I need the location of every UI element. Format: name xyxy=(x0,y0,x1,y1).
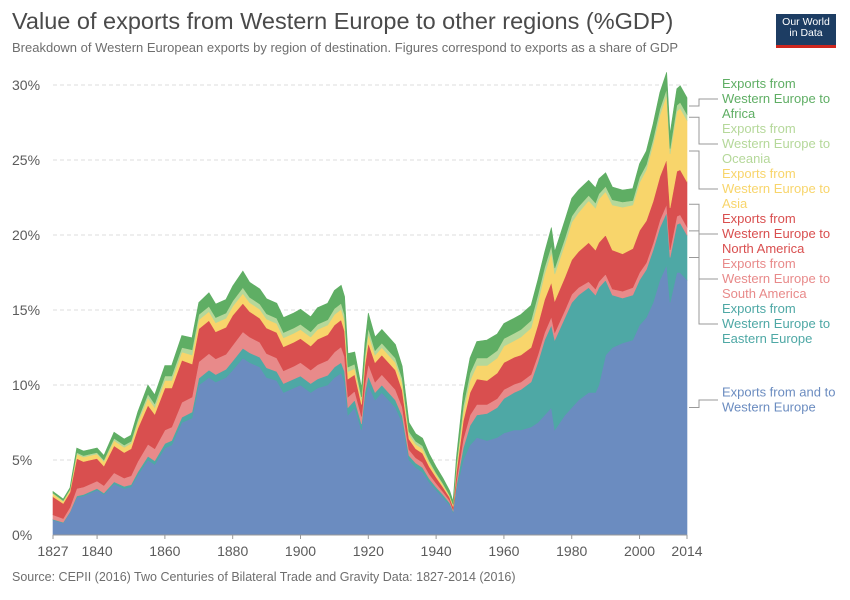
y-tick-1: 5% xyxy=(12,452,32,468)
owid-logo[interactable]: Our World in Data xyxy=(776,14,836,48)
legend-connector-6 xyxy=(689,98,718,107)
legend-connector-2 xyxy=(689,230,718,280)
legend-label-5: Exports from Western Europe to Oceania xyxy=(722,121,830,166)
y-tick-3: 15% xyxy=(12,302,40,318)
y-tick-4: 20% xyxy=(12,227,40,243)
x-tick-2: 1860 xyxy=(149,543,180,559)
x-tick-7: 1960 xyxy=(488,543,519,559)
legend-label-6: Exports from Western Europe to Africa xyxy=(722,76,830,121)
legend-label-3: Exports from Western Europe to North Ameri… xyxy=(722,211,830,256)
x-tick-5: 1920 xyxy=(353,543,384,559)
series-areas xyxy=(52,72,688,536)
y-tick-5: 25% xyxy=(12,152,40,168)
x-tick-0: 1827 xyxy=(37,543,68,559)
source-note: Source: CEPII (2016) Two Centuries of Bi… xyxy=(12,570,516,584)
x-tick-1: 1840 xyxy=(81,543,112,559)
y-tick-labels: 0% 5% 10% 15% 20% 25% 30% xyxy=(12,77,40,543)
legend-connector-5 xyxy=(689,116,718,145)
legend-connector-0 xyxy=(689,399,718,408)
chart-subtitle: Breakdown of Western European exports by… xyxy=(12,40,679,55)
x-tick-8: 1980 xyxy=(556,543,587,559)
x-tick-labels: 1827 1840 1860 1880 1900 1920 1940 1960 1980 2000… xyxy=(37,535,703,559)
y-tick-6: 30% xyxy=(12,77,40,93)
legend-label-1: Exports from Western Europe to Eastern Eur… xyxy=(722,301,830,346)
area-series-6 xyxy=(52,72,688,505)
x-tick-6: 1940 xyxy=(421,543,452,559)
x-tick-3: 1880 xyxy=(217,543,248,559)
legend: Exports from Western Europe to AfricaExpor… xyxy=(689,76,835,415)
x-tick-10: 2014 xyxy=(671,543,702,559)
x-tick-4: 1900 xyxy=(285,543,316,559)
logo-line-1: Our World xyxy=(782,16,830,28)
legend-label-2: Exports from Western Europe to South Ameri… xyxy=(722,256,830,301)
legend-label-4: Exports from Western Europe to Asia xyxy=(722,166,830,211)
y-tick-2: 10% xyxy=(12,377,40,393)
legend-connector-3 xyxy=(689,203,718,235)
chart-title: Value of exports from Western Europe to … xyxy=(12,8,674,34)
y-tick-0: 0% xyxy=(12,527,32,543)
legend-connector-1 xyxy=(689,257,718,325)
logo-line-2: in Data xyxy=(789,27,823,39)
legend-label-0: Exports from and to Western Europe xyxy=(722,385,835,415)
x-tick-9: 2000 xyxy=(624,543,655,559)
legend-connector-4 xyxy=(689,150,718,190)
